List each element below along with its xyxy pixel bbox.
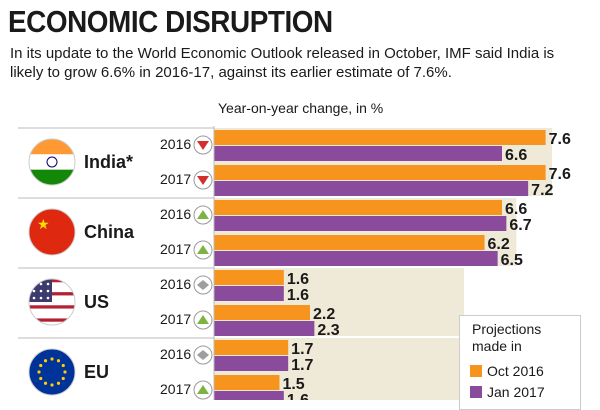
legend-label-oct-2016: Oct 2016	[487, 363, 544, 379]
bar-value-label: 1.7	[291, 341, 313, 358]
bar-value-label: 2.3	[317, 322, 339, 339]
flag-border	[28, 348, 76, 396]
china-flag-icon: ★	[29, 209, 75, 255]
eu-flag-icon	[29, 349, 75, 395]
bar-value-label: 6.2	[488, 236, 510, 253]
bar-oct-2016	[214, 340, 289, 355]
trend-down-icon	[197, 176, 209, 185]
trend-up-icon	[197, 315, 209, 324]
year-label: 2017	[160, 171, 191, 187]
bar-jan-2017	[214, 216, 507, 231]
bar-oct-2016	[214, 270, 284, 285]
year-label: 2017	[160, 311, 191, 327]
trend-flat-icon	[197, 350, 209, 360]
bar-value-label: 7.6	[549, 166, 571, 183]
bar-value-label: 1.6	[287, 271, 309, 288]
trend-down-icon	[197, 141, 209, 150]
bar-value-label: 7.6	[549, 131, 571, 148]
trend-flat-icon	[197, 280, 209, 290]
trend-up-icon	[197, 385, 209, 394]
bar-value-label: 6.5	[501, 252, 523, 269]
bar-oct-2016	[214, 200, 502, 215]
flag-border	[28, 278, 76, 326]
bar-jan-2017	[214, 181, 529, 196]
trend-up-icon	[197, 210, 209, 219]
year-label: 2016	[160, 346, 191, 362]
legend-subtitle: made in	[472, 338, 522, 354]
year-label: 2016	[160, 206, 191, 222]
bar-jan-2017	[214, 286, 284, 301]
legend-item-oct-2016: Oct 2016	[470, 363, 544, 379]
bar-value-label: 1.6	[287, 287, 309, 304]
bar-value-label: 7.2	[531, 182, 553, 199]
bar-oct-2016	[214, 165, 546, 180]
legend-swatch-jan-2017	[470, 386, 482, 398]
legend-title: Projections	[472, 321, 542, 337]
chart-title: ECONOMIC DISRUPTION	[8, 4, 333, 39]
bar-jan-2017	[214, 251, 498, 266]
bar-value-label: 2.2	[313, 306, 335, 323]
bar-oct-2016	[214, 235, 485, 250]
bar-oct-2016	[214, 305, 310, 320]
year-label: 2017	[160, 241, 191, 257]
bar-jan-2017	[214, 146, 502, 161]
country-label: EU	[84, 362, 109, 382]
country-label: India*	[84, 152, 133, 172]
bar-oct-2016	[214, 130, 546, 145]
bar-jan-2017	[214, 321, 315, 336]
legend: Projections made in Oct 2016 Jan 2017	[459, 315, 581, 410]
bar-value-label: 1.5	[282, 376, 304, 393]
flag-border	[28, 208, 76, 256]
bar-oct-2016	[214, 375, 280, 390]
legend-swatch-oct-2016	[470, 365, 482, 377]
bar-jan-2017	[214, 356, 289, 371]
bar-value-label: 1.7	[291, 357, 313, 374]
chart-subtitle: In its update to the World Economic Outl…	[10, 45, 555, 81]
bar-value-label: 6.6	[505, 147, 527, 164]
axis-label: Year-on-year change, in %	[218, 100, 384, 116]
legend-label-jan-2017: Jan 2017	[487, 384, 545, 400]
year-label: 2016	[160, 276, 191, 292]
country-label: China	[84, 222, 135, 242]
bar-value-label: 1.6	[287, 392, 309, 400]
india-flag-icon	[29, 139, 75, 185]
svg-text:★: ★	[37, 216, 50, 232]
year-label: 2017	[160, 381, 191, 397]
bar-value-label: 6.7	[509, 217, 531, 234]
flag-border	[28, 138, 76, 186]
trend-up-icon	[197, 245, 209, 254]
bar-jan-2017	[214, 391, 284, 400]
year-label: 2016	[160, 136, 191, 152]
legend-item-jan-2017: Jan 2017	[470, 384, 545, 400]
country-label: US	[84, 292, 109, 312]
bar-value-label: 6.6	[505, 201, 527, 218]
